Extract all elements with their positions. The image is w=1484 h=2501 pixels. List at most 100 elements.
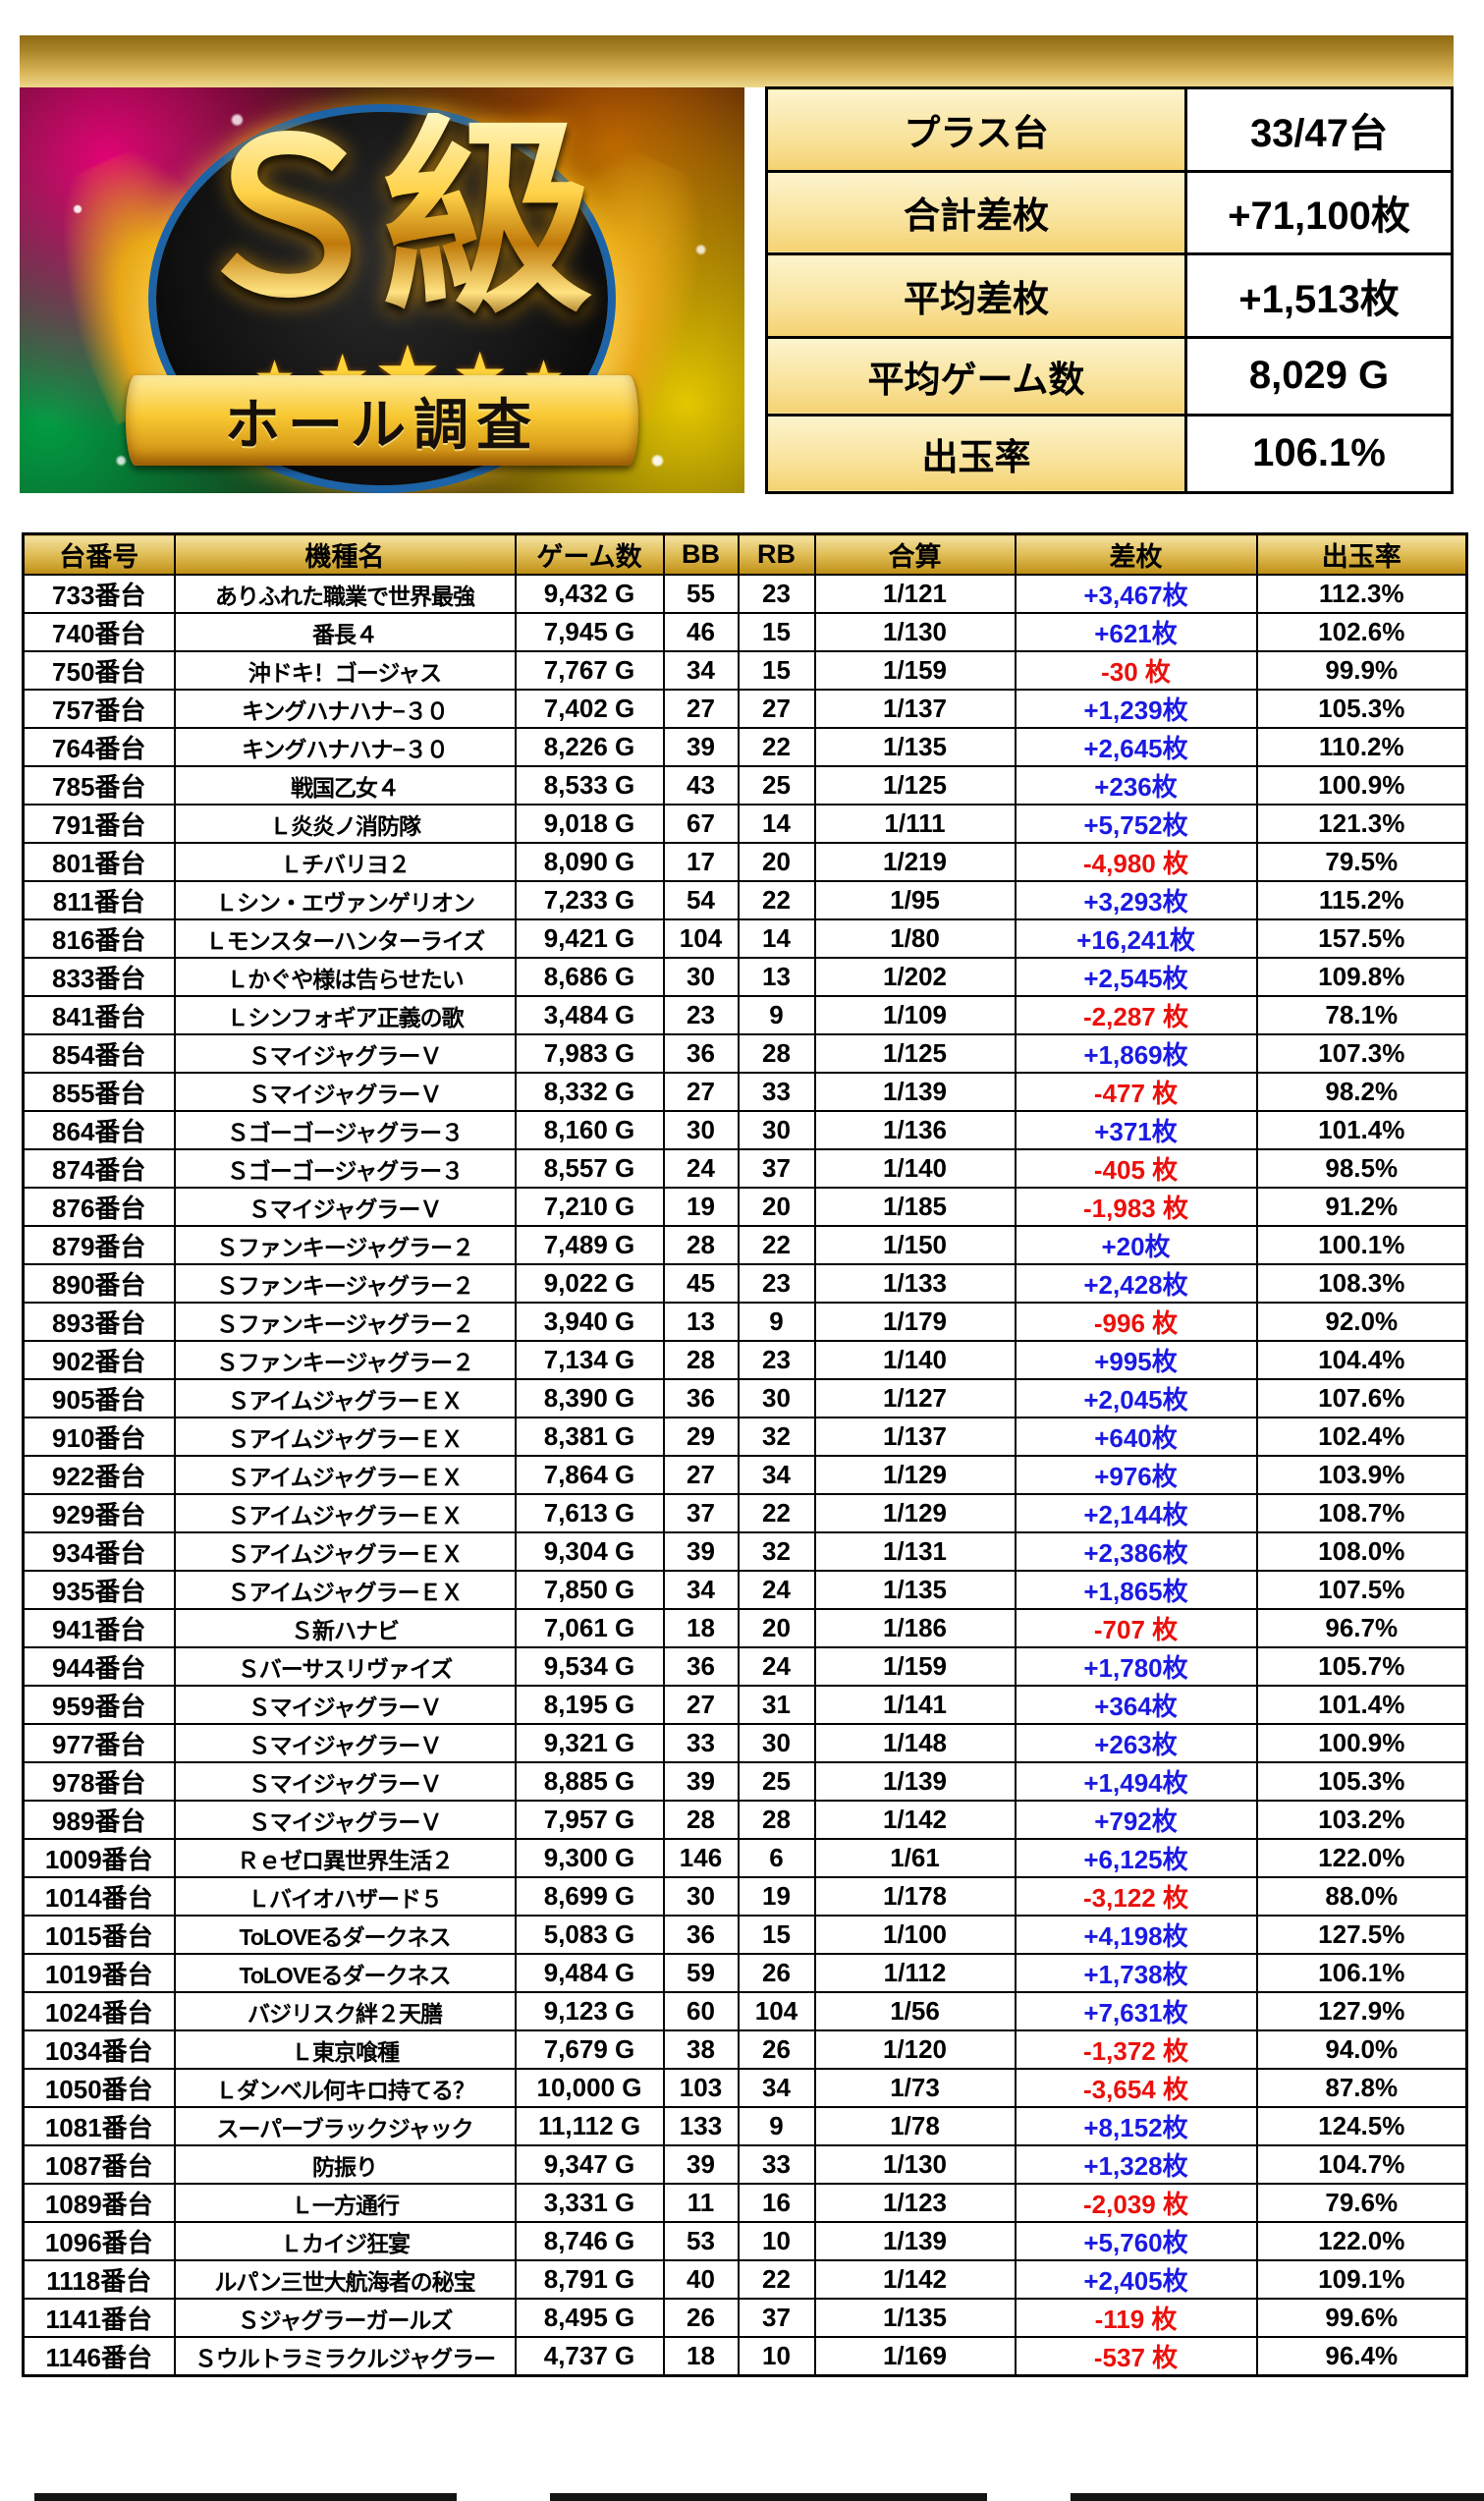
cell-diff-medals: +8,152枚 <box>1014 2106 1258 2146</box>
cell-games: 7,767 G <box>514 650 665 691</box>
cell-machine-name: ＳマイジャグラーＶ <box>173 1187 517 1227</box>
cell-rb: 19 <box>737 1876 816 1917</box>
cell-combined-rate: 1/159 <box>813 650 1017 691</box>
table-row: 1009番台 Ｒｅゼロ異世界生活２ 9,300 G 146 6 1/61 +6,125枚 12… <box>22 1838 1468 1878</box>
cell-bb: 18 <box>662 2336 740 2377</box>
cell-diff-medals: -3,654 枚 <box>1014 2068 1258 2108</box>
cell-diff-medals: +1,869枚 <box>1014 1033 1258 1074</box>
cell-rb: 13 <box>737 957 816 997</box>
table-row: 876番台 ＳマイジャグラーＶ 7,210 G 19 20 1/185 -1,983 枚 91… <box>22 1187 1468 1227</box>
cell-rb: 28 <box>737 1033 816 1074</box>
cell-combined-rate: 1/140 <box>813 1340 1017 1380</box>
cell-machine-number: 902番台 <box>22 1340 176 1380</box>
cell-diff-medals: +2,144枚 <box>1014 1493 1258 1533</box>
cell-rb: 37 <box>737 1148 816 1189</box>
cell-combined-rate: 1/139 <box>813 2221 1017 2261</box>
cell-machine-name: Ｌ一方通行 <box>173 2183 517 2223</box>
cell-diff-medals: +1,738枚 <box>1014 1953 1258 1993</box>
cell-bb: 39 <box>662 1761 740 1802</box>
table-row: 1096番台 Ｌカイジ狂宴 8,746 G 53 10 1/139 +5,760枚 122.0… <box>22 2221 1468 2261</box>
cell-rb: 23 <box>737 1340 816 1380</box>
cell-machine-name: Ｓバーサスリヴァイズ <box>173 1646 517 1687</box>
cell-bb: 34 <box>662 650 740 691</box>
cell-rb: 24 <box>737 1646 816 1687</box>
table-row: 801番台 Ｌチバリヨ２ 8,090 G 17 20 1/219 -4,980 枚 79.5% <box>22 842 1468 882</box>
column-header-7: 出玉率 <box>1255 532 1468 576</box>
table-row: 902番台 Ｓファンキージャグラー２ 7,134 G 28 23 1/140 +995枚 10… <box>22 1340 1468 1380</box>
cell-diff-medals: +371枚 <box>1014 1110 1258 1150</box>
cell-payout-rate: 104.4% <box>1255 1340 1468 1380</box>
cell-payout-rate: 124.5% <box>1255 2106 1468 2146</box>
cell-machine-number: 905番台 <box>22 1378 176 1418</box>
cell-games: 8,332 G <box>514 1072 665 1112</box>
cell-bb: 23 <box>662 995 740 1035</box>
cell-rb: 15 <box>737 1915 816 1955</box>
cell-payout-rate: 91.2% <box>1255 1187 1468 1227</box>
cell-payout-rate: 110.2% <box>1255 727 1468 767</box>
cell-payout-rate: 122.0% <box>1255 1838 1468 1878</box>
cell-bb: 45 <box>662 1263 740 1304</box>
cell-machine-name: Ｌ炎炎ノ消防隊 <box>173 804 517 844</box>
cell-rb: 34 <box>737 2068 816 2108</box>
table-row: 740番台 番長４ 7,945 G 46 15 1/130 +621枚 102.6% <box>22 612 1468 652</box>
cell-diff-medals: +3,293枚 <box>1014 880 1258 920</box>
cell-machine-name: キングハナハナ−３０ <box>173 727 517 767</box>
cell-diff-medals: -707 枚 <box>1014 1608 1258 1648</box>
cell-bb: 28 <box>662 1340 740 1380</box>
cell-rb: 14 <box>737 918 816 959</box>
cell-machine-name: Ｓファンキージャグラー２ <box>173 1340 517 1380</box>
cell-bb: 36 <box>662 1033 740 1074</box>
cell-machine-name: Ｒｅゼロ異世界生活２ <box>173 1838 517 1878</box>
cell-machine-number: 876番台 <box>22 1187 176 1227</box>
cell-combined-rate: 1/56 <box>813 1991 1017 2031</box>
cell-bb: 27 <box>662 1455 740 1495</box>
cell-machine-number: 977番台 <box>22 1723 176 1763</box>
next-section-bar <box>550 2493 987 2501</box>
cell-games: 11,112 G <box>514 2106 665 2146</box>
cell-payout-rate: 100.9% <box>1255 1723 1468 1763</box>
table-row: 890番台 Ｓファンキージャグラー２ 9,022 G 45 23 1/133 +2,428枚… <box>22 1263 1468 1304</box>
cell-machine-number: 1024番台 <box>22 1991 176 2031</box>
table-row: 935番台 ＳアイムジャグラーＥＸ 7,850 G 34 24 1/135 +1,865枚 1… <box>22 1570 1468 1610</box>
cell-games: 8,381 G <box>514 1417 665 1457</box>
cell-rb: 22 <box>737 1225 816 1265</box>
cell-games: 7,489 G <box>514 1225 665 1265</box>
cell-games: 9,484 G <box>514 1953 665 1993</box>
cell-diff-medals: +5,760枚 <box>1014 2221 1258 2261</box>
cell-bb: 28 <box>662 1800 740 1840</box>
cell-bb: 26 <box>662 2298 740 2338</box>
cell-machine-number: 785番台 <box>22 765 176 806</box>
cell-games: 8,885 G <box>514 1761 665 1802</box>
cell-games: 7,233 G <box>514 880 665 920</box>
cell-diff-medals: +6,125枚 <box>1014 1838 1258 1878</box>
cell-rb: 22 <box>737 880 816 920</box>
cell-rb: 9 <box>737 995 816 1035</box>
cell-payout-rate: 96.4% <box>1255 2336 1468 2377</box>
cell-games: 7,210 G <box>514 1187 665 1227</box>
table-row: 922番台 ＳアイムジャグラーＥＸ 7,864 G 27 34 1/129 +976枚 103… <box>22 1455 1468 1495</box>
cell-diff-medals: +7,631枚 <box>1014 1991 1258 2031</box>
summary-row: 合計差枚 +71,100枚 <box>765 169 1454 256</box>
cell-bb: 29 <box>662 1417 740 1457</box>
cell-payout-rate: 79.6% <box>1255 2183 1468 2223</box>
cell-rb: 9 <box>737 2106 816 2146</box>
cell-bb: 36 <box>662 1378 740 1418</box>
cell-rb: 20 <box>737 1608 816 1648</box>
cell-combined-rate: 1/111 <box>813 804 1017 844</box>
cell-payout-rate: 108.3% <box>1255 1263 1468 1304</box>
table-row: 905番台 ＳアイムジャグラーＥＸ 8,390 G 36 30 1/127 +2,045枚 1… <box>22 1378 1468 1418</box>
cell-games: 9,018 G <box>514 804 665 844</box>
cell-machine-name: Ｓゴーゴージャグラー３ <box>173 1148 517 1189</box>
cell-payout-rate: 127.5% <box>1255 1915 1468 1955</box>
cell-payout-rate: 98.2% <box>1255 1072 1468 1112</box>
cell-payout-rate: 108.0% <box>1255 1531 1468 1572</box>
cell-payout-rate: 102.4% <box>1255 1417 1468 1457</box>
cell-combined-rate: 1/123 <box>813 2183 1017 2223</box>
cell-machine-name: Ｌモンスターハンターライズ <box>173 918 517 959</box>
cell-machine-number: 764番台 <box>22 727 176 767</box>
cell-machine-number: 1050番台 <box>22 2068 176 2108</box>
cell-machine-name: Ｌ東京喰種 <box>173 2029 517 2070</box>
cell-games: 7,945 G <box>514 612 665 652</box>
cell-bb: 18 <box>662 1608 740 1648</box>
cell-combined-rate: 1/169 <box>813 2336 1017 2377</box>
